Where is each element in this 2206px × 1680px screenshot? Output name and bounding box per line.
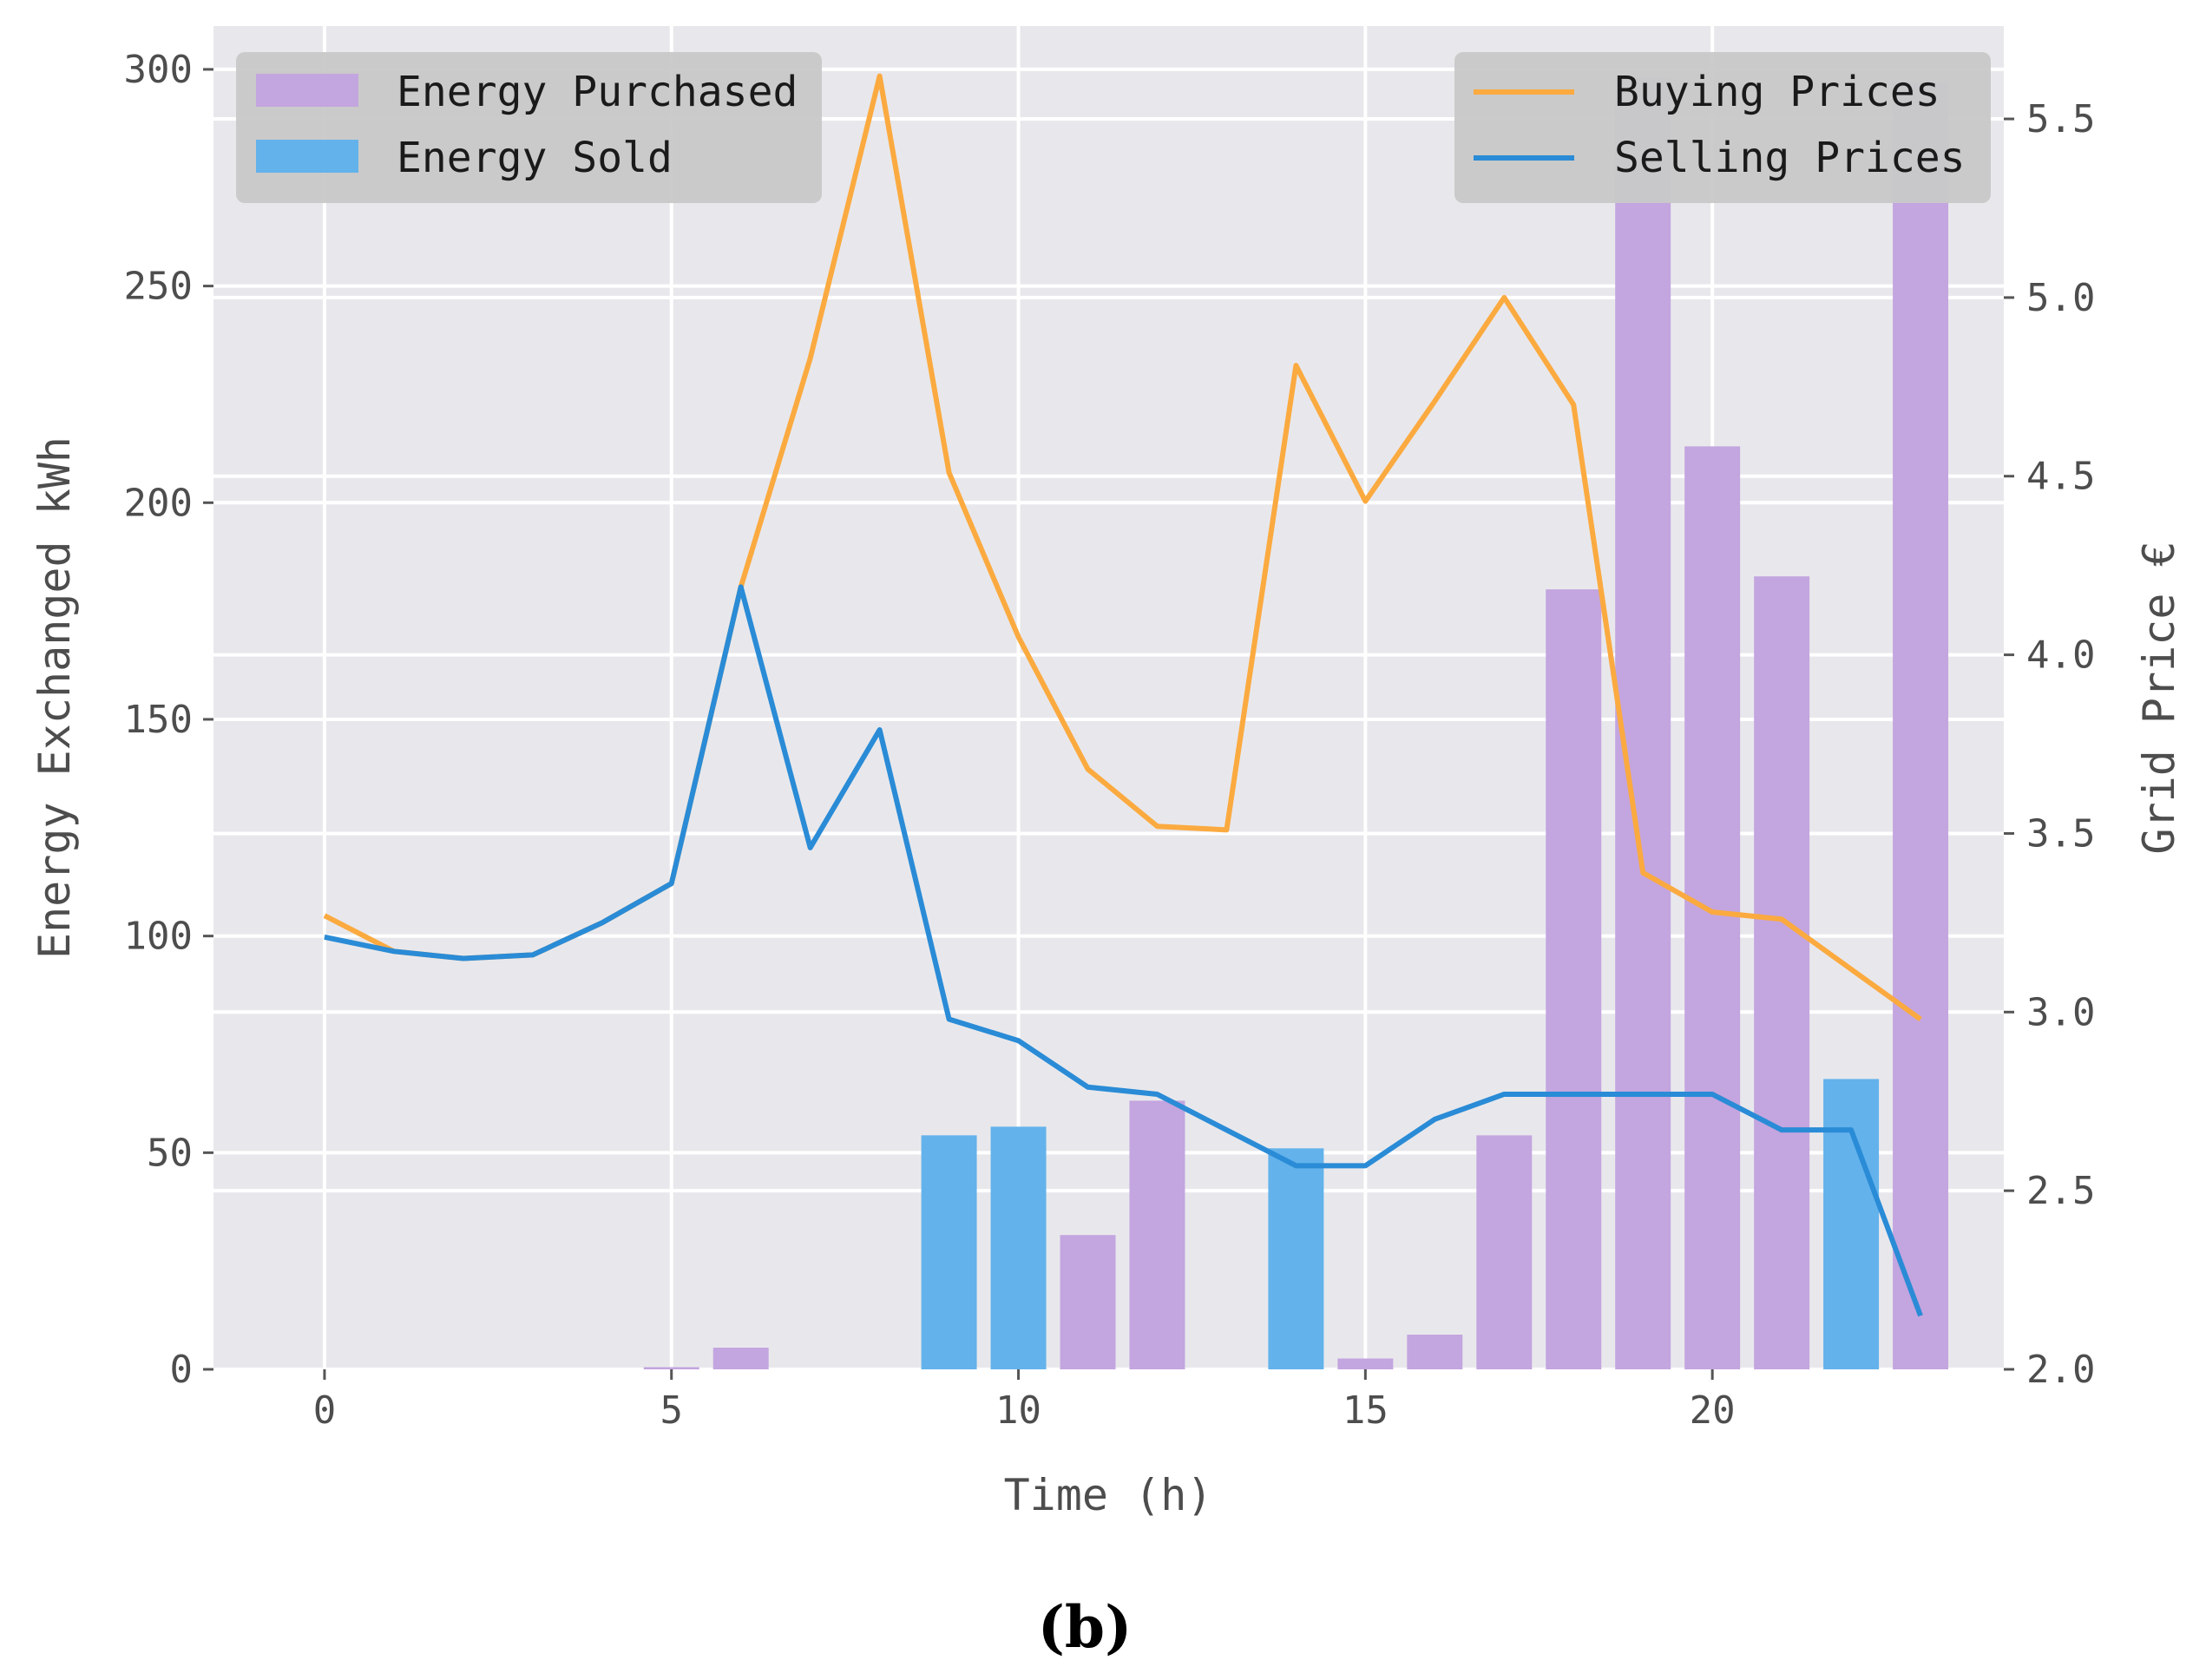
y-tick-label: 0: [170, 1348, 194, 1392]
bar-energy-purchased: [1754, 576, 1810, 1369]
bar-energy-purchased: [1684, 446, 1741, 1369]
legend-label-energy-purchased: Energy Purchased: [397, 68, 798, 116]
x-tick-label: 10: [995, 1388, 1041, 1433]
x-tick-label: 5: [660, 1388, 683, 1433]
y-tick-label: 200: [124, 481, 193, 525]
legend-left: Energy Purchased Energy Sold: [236, 52, 822, 203]
bar-energy-purchased: [1407, 1335, 1463, 1369]
y-tick-label: 150: [124, 698, 193, 742]
legend-right-box: [1454, 52, 1991, 203]
y2-tick-label: 4.0: [2026, 633, 2095, 678]
axes-layer: 0 5 10 15 200501001502002503002.02.53.03.54.…: [124, 48, 2096, 1433]
bar-energy-purchased: [1060, 1235, 1116, 1369]
lines-layer: [323, 73, 1923, 1317]
y-tick-label: 250: [124, 265, 193, 309]
y2-tick-label: 4.5: [2026, 455, 2095, 499]
x-tick-label: 20: [1690, 1388, 1736, 1433]
bar-energy-purchased: [712, 1348, 769, 1369]
bar-energy-purchased: [1615, 77, 1671, 1369]
bar-energy-purchased: [1546, 589, 1602, 1369]
x-tick-label: 15: [1343, 1388, 1389, 1433]
bar-energy-sold: [1268, 1148, 1324, 1369]
legend-label-energy-sold: Energy Sold: [397, 134, 673, 182]
y-axis-title: Energy Exchanged kWh: [30, 436, 80, 959]
y2-tick-label: 3.5: [2026, 811, 2095, 856]
y2-tick-label: 2.5: [2026, 1169, 2095, 1213]
line-selling-prices: [324, 584, 1923, 1317]
x-axis-title: Time (h): [1004, 1470, 1213, 1520]
y2-tick-label: 3.0: [2026, 990, 2095, 1034]
legend-label-selling-prices: Selling Prices: [1614, 134, 1966, 182]
y2-axis-title: Grid Price €: [2134, 541, 2184, 854]
bar-energy-purchased: [1893, 82, 1949, 1369]
bar-energy-purchased: [1337, 1358, 1394, 1369]
bar-energy-purchased: [643, 1367, 699, 1369]
legend-swatch-energy-sold: [256, 140, 358, 173]
y-tick-label: 300: [124, 48, 193, 92]
bar-energy-purchased: [1129, 1100, 1185, 1369]
y-tick-label: 100: [124, 915, 193, 959]
legend-swatch-energy-purchased: [256, 74, 358, 107]
legend-left-box: [236, 52, 822, 203]
y2-tick-label: 2.0: [2026, 1348, 2095, 1392]
y2-tick-label: 5.5: [2026, 97, 2095, 141]
bar-energy-sold: [921, 1135, 977, 1369]
x-tick-label: 0: [313, 1388, 337, 1433]
y2-tick-label: 5.0: [2026, 276, 2095, 320]
legend-right: Buying Prices Selling Prices: [1454, 52, 1991, 203]
bars-layer: [643, 77, 1949, 1369]
bar-energy-sold: [1823, 1079, 1880, 1369]
bar-energy-sold: [990, 1126, 1047, 1369]
y-tick-label: 50: [147, 1131, 193, 1175]
bar-energy-purchased: [1476, 1135, 1533, 1369]
figure-caption: (b): [1038, 1593, 1133, 1661]
legend-label-buying-prices: Buying Prices: [1614, 68, 1940, 116]
